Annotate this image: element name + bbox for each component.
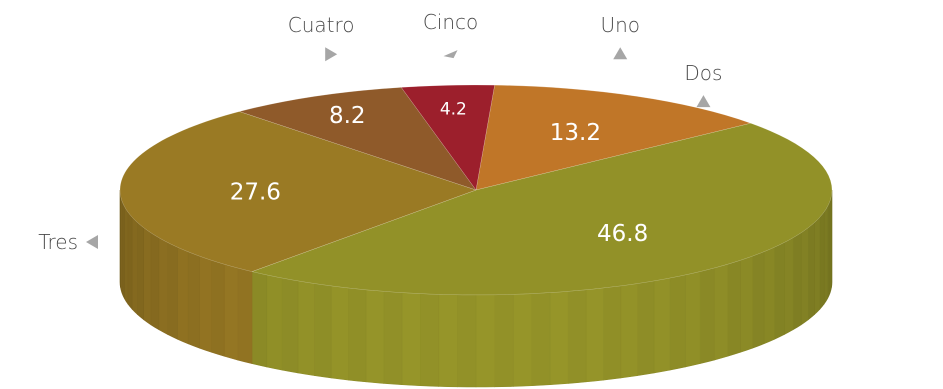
pie-side-tres (177, 246, 189, 345)
category-label-cuatro: Cuatro (288, 13, 355, 62)
pie-side-dos (740, 255, 753, 353)
pie-side-dos (784, 237, 794, 335)
value-labels: 13.2 46.8 27.6 8.2 4.2 (230, 99, 648, 247)
pie-side-dos (585, 287, 604, 383)
pie-side-dos (281, 277, 299, 374)
pie-side-dos (814, 216, 821, 316)
pie-side-dos (438, 294, 458, 388)
svg-text:Tres: Tres (38, 230, 78, 254)
pie-side-tres (237, 267, 253, 364)
pointer-tres (86, 235, 98, 249)
svg-text:Dos: Dos (684, 61, 722, 85)
pie-side-dos (401, 292, 421, 387)
pie-side-tres (223, 263, 239, 361)
pie-side-tres (131, 216, 138, 316)
pie-side-tres (211, 259, 225, 357)
pie-side-dos (653, 277, 671, 374)
category-labels: Uno Dos Tres Cuatro Cinco (38, 10, 722, 254)
pie-side-dos (774, 242, 785, 340)
pointer-uno (613, 47, 628, 60)
pie-side-dos (669, 274, 686, 371)
pie-side-tres (199, 255, 212, 353)
pointer-cuatro (325, 47, 338, 62)
pie-side-dos (752, 251, 765, 349)
pie-side-dos (330, 285, 349, 381)
value-label-cuatro: 8.2 (329, 103, 366, 129)
pie-side-dos (494, 294, 514, 388)
pie-side-dos (251, 271, 268, 368)
pie-side-tres (143, 227, 152, 326)
category-label-tres: Tres (38, 230, 98, 254)
pie-side-tres (158, 237, 168, 335)
pie-side-tres (187, 251, 200, 349)
pie-side-dos (827, 200, 831, 299)
pie-side-dos (823, 206, 828, 305)
pie-side-dos (512, 293, 532, 387)
value-label-dos: 46.8 (597, 221, 648, 247)
pie-side-dos (637, 280, 655, 376)
pie-tops (119, 84, 833, 296)
svg-text:Uno: Uno (600, 13, 640, 37)
pie-side-dos (763, 246, 775, 345)
pie-slice-tres (119, 111, 477, 272)
pie-side-dos (365, 289, 385, 384)
pie-side-tres (127, 210, 133, 310)
pie-side-dos (620, 283, 638, 379)
pie-side-dos (567, 289, 587, 384)
pie-side-tres (124, 206, 129, 305)
pie-side-dos (792, 232, 802, 331)
pie-side-dos (819, 210, 825, 310)
value-label-cinco: 4.2 (440, 99, 467, 119)
pie-side-tres (167, 242, 178, 340)
pie-side-dos (531, 292, 551, 387)
svg-text:Cuatro: Cuatro (288, 13, 355, 37)
pie-side-dos (808, 221, 815, 321)
pie-side-dos (297, 280, 315, 376)
value-label-tres: 27.6 (230, 179, 281, 205)
pie-side-dos (713, 263, 729, 361)
category-label-uno: Uno (600, 13, 640, 60)
pie-side-dos (457, 294, 477, 388)
pie-side-dos (420, 293, 440, 387)
pointer-dos (696, 95, 711, 108)
value-label-uno: 13.2 (550, 120, 601, 146)
pie-slice-cuatro (238, 87, 477, 191)
pie-side-dos (266, 274, 283, 371)
pie-side-tres (150, 232, 160, 331)
pie-side-dos (727, 259, 741, 357)
svg-text:Cinco: Cinco (423, 10, 478, 34)
pie-side-dos (800, 227, 809, 326)
pie-side-dos (383, 291, 403, 386)
category-label-cinco: Cinco (423, 10, 478, 59)
pie-side-dos (314, 283, 332, 379)
pie-side-dos (549, 291, 569, 386)
pie-slice-dos (251, 122, 833, 296)
pie-slice-uno (475, 84, 752, 191)
pie-slice-cinco (400, 84, 495, 191)
pie-side-dos (603, 285, 622, 381)
category-label-dos: Dos (684, 61, 722, 108)
pointer-cinco (443, 50, 458, 59)
pie-side-tres (121, 200, 125, 299)
pie-side-tres (137, 221, 144, 321)
pie-side-dos (348, 287, 367, 383)
pie-side-dos (699, 267, 715, 364)
pie-side-dos (475, 294, 495, 388)
pie-side-dos (684, 271, 701, 368)
